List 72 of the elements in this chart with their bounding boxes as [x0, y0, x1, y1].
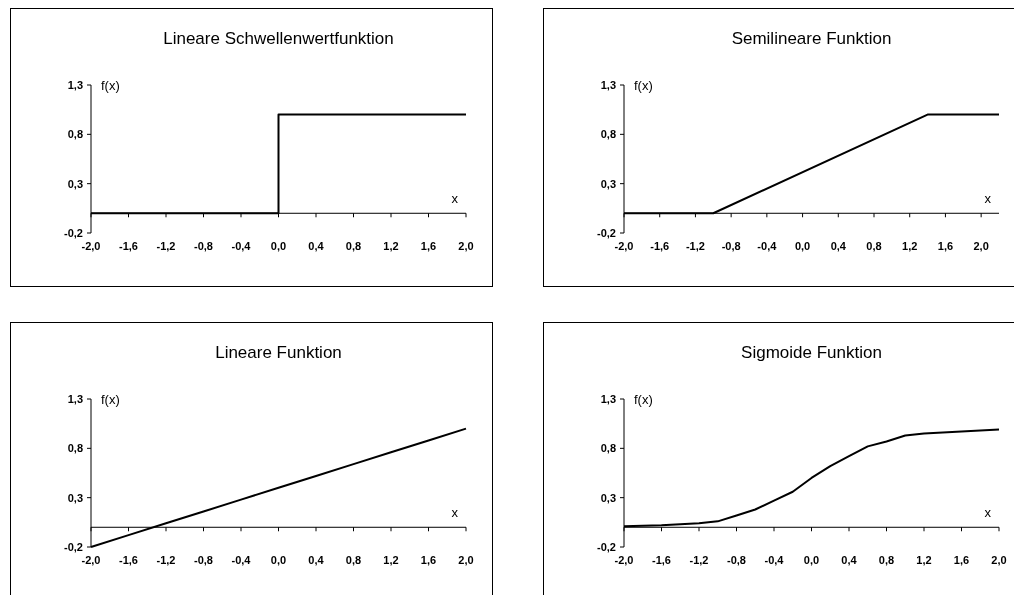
x-tick-label: 1,2	[916, 554, 932, 566]
x-tick-label: -1,2	[685, 240, 705, 252]
x-tick-label: 0,0	[803, 554, 820, 566]
x-tick-label: -0,4	[757, 240, 778, 252]
y-tick-label: -0,2	[597, 541, 616, 553]
x-tick-label: -2,0	[81, 554, 101, 566]
x-axis-title: x	[451, 505, 459, 521]
x-tick-label: 1,6	[420, 240, 437, 252]
y-tick-label: 0,8	[67, 442, 83, 455]
x-tick-label: -1,6	[652, 554, 671, 566]
x-tick-label: 2,0	[458, 240, 474, 252]
y-tick-label: 1,3	[67, 79, 83, 91]
x-tick-label: 2,0	[973, 240, 989, 252]
y-axis-title: f(x)	[101, 78, 120, 93]
x-tick-label: -1,2	[156, 554, 176, 566]
x-tick-label: 1,6	[953, 554, 970, 566]
x-tick-label: 1,6	[937, 240, 954, 252]
x-tick-label: 1,6	[420, 554, 437, 566]
x-tick-label: 0,8	[345, 240, 362, 252]
y-tick-label: 0,8	[600, 442, 616, 455]
x-tick-label: -0,8	[194, 554, 213, 566]
x-tick-label: 0,0	[270, 554, 287, 566]
y-tick-label: -0,2	[64, 541, 83, 553]
x-axis-title: x	[451, 191, 459, 207]
x-tick-label: -1,6	[650, 240, 670, 252]
x-tick-label: -2,0	[614, 554, 634, 566]
x-tick-label: 1,2	[902, 240, 918, 252]
x-tick-label: 0,0	[794, 240, 811, 252]
x-tick-label: -1,2	[689, 554, 709, 566]
x-tick-label: -0,4	[231, 554, 252, 566]
x-tick-label: 0,4	[308, 554, 325, 566]
x-tick-label: 0,8	[878, 554, 895, 566]
y-tick-label: 1,3	[67, 393, 83, 405]
x-tick-label: -1,6	[119, 554, 138, 566]
x-tick-label: -1,6	[119, 240, 138, 252]
x-tick-label: 0,4	[841, 554, 858, 566]
y-axis-title: f(x)	[101, 392, 120, 407]
chart-title: Lineare Schwellenwertfunktion	[163, 29, 394, 48]
x-tick-label: -0,4	[231, 240, 252, 252]
x-tick-label: 0,0	[270, 240, 287, 252]
x-tick-label: -2,0	[614, 240, 634, 252]
x-tick-label: -0,8	[727, 554, 746, 566]
x-tick-label: -0,4	[764, 554, 785, 566]
x-axis-title: x	[984, 505, 992, 521]
x-tick-label: 1,2	[383, 240, 399, 252]
x-tick-label: 0,8	[345, 554, 362, 566]
y-tick-label: 0,8	[67, 128, 83, 141]
y-axis-title: f(x)	[634, 78, 653, 93]
chart-title: Lineare Funktion	[215, 343, 342, 362]
x-tick-label: -0,8	[721, 240, 741, 252]
x-tick-label: -0,8	[194, 240, 213, 252]
y-tick-label: -0,2	[64, 227, 83, 239]
y-tick-label: 0,8	[600, 128, 616, 141]
x-tick-label: -2,0	[81, 240, 101, 252]
y-tick-label: 1,3	[600, 79, 616, 91]
y-tick-label: 0,3	[600, 491, 616, 504]
y-tick-label: -0,2	[597, 227, 616, 239]
x-axis-title: x	[984, 191, 992, 207]
chart-title: Sigmoide Funktion	[741, 343, 882, 362]
x-tick-label: 0,8	[866, 240, 882, 252]
x-tick-label: 0,4	[830, 240, 847, 252]
y-tick-label: 0,3	[600, 177, 616, 190]
y-tick-label: 0,3	[67, 177, 83, 190]
x-tick-label: 2,0	[458, 554, 474, 566]
x-tick-label: 2,0	[991, 554, 1007, 566]
chart-title: Semilineare Funktion	[731, 29, 892, 48]
y-axis-title: f(x)	[634, 392, 653, 407]
x-tick-label: 1,2	[383, 554, 399, 566]
y-tick-label: 0,3	[67, 491, 83, 504]
y-tick-label: 1,3	[600, 393, 616, 405]
x-tick-label: 0,4	[308, 240, 325, 252]
x-tick-label: -1,2	[156, 240, 176, 252]
